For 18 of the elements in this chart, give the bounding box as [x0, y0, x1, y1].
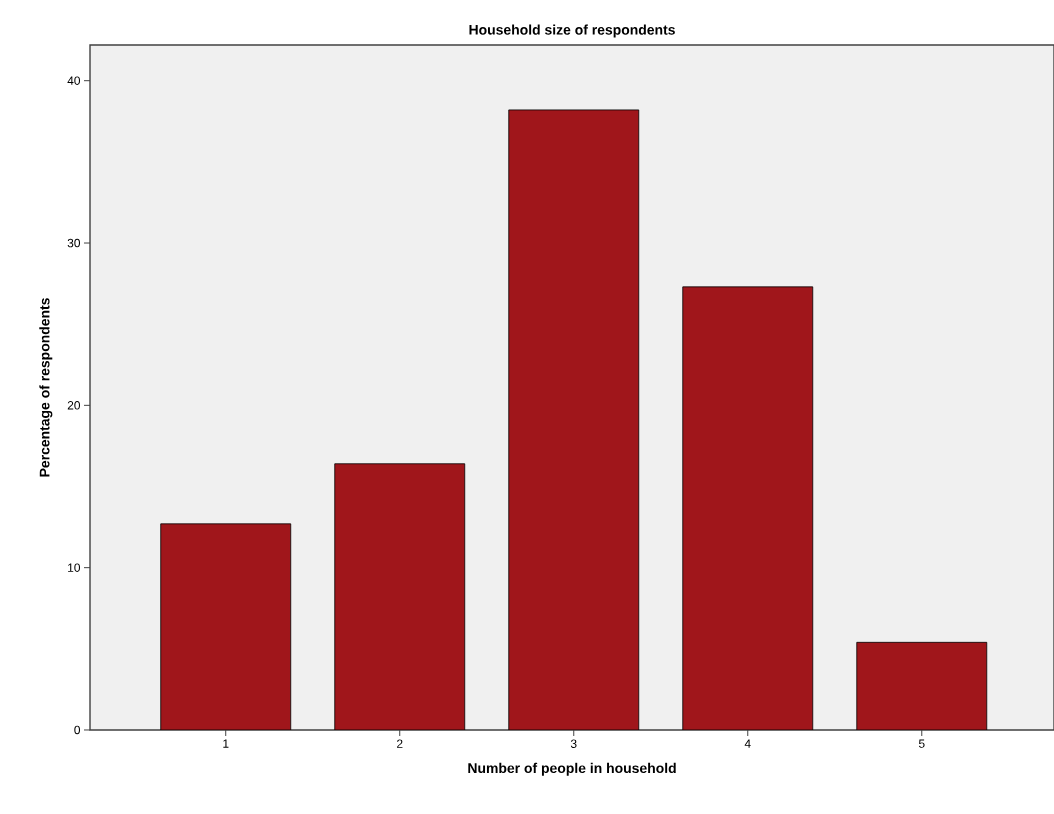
x-tick-label: 2 [397, 739, 403, 748]
y-tick-label: 10 [68, 563, 81, 572]
x-tick-label: 5 [918, 739, 925, 748]
chart-title: Household size of respondents [469, 24, 675, 38]
y-tick-label: 0 [74, 725, 81, 735]
bar [160, 523, 291, 730]
x-tick-label: 3 [570, 739, 577, 748]
bar [856, 641, 988, 730]
bar [334, 463, 466, 730]
y-axis-title: Percentage of respondents [39, 298, 53, 477]
y-tick-label: 30 [67, 238, 81, 248]
x-tick-label: 4 [744, 739, 751, 748]
bar [508, 109, 640, 730]
bar [682, 286, 814, 730]
y-tick-label: 20 [67, 401, 81, 410]
y-tick-label: 40 [67, 76, 81, 85]
x-tick-label: 1 [223, 739, 229, 748]
x-axis-title: Number of people in household [468, 762, 676, 776]
